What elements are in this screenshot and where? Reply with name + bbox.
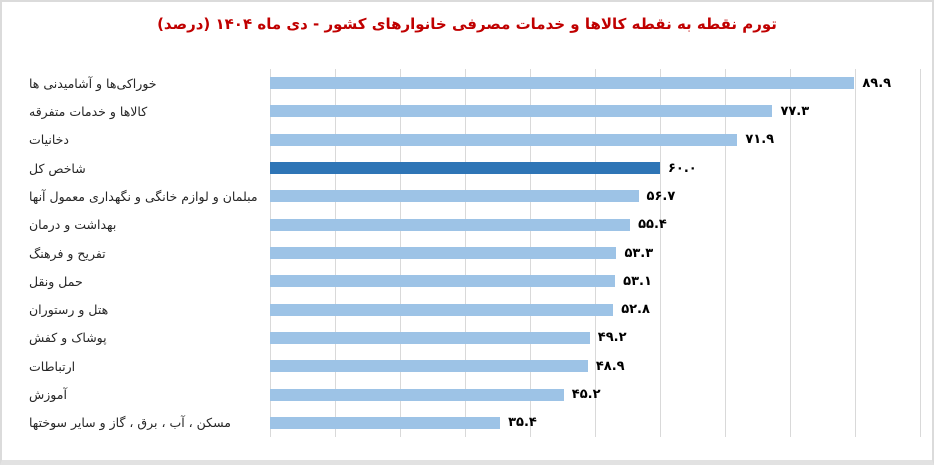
value-label: ۵۲.۸	[621, 302, 650, 318]
gridline	[724, 69, 726, 437]
value-label: ۵۵.۴	[638, 217, 667, 233]
bar	[270, 275, 616, 288]
bar-row: ۴۸.۹	[270, 352, 920, 380]
bar	[270, 190, 639, 203]
bar	[270, 303, 614, 316]
plot-area: ۸۹.۹ ۷۷.۳ ۷۱.۹ ۶۰.۰ ۵۶.۷ ۵۵.۴ ۵۳.۳ ۵۳.۱ ۵۲.۸ ۴۹.۲…	[269, 69, 921, 437]
bar-row: ۶۰.۰	[270, 154, 920, 182]
bar-rows: ۸۹.۹ ۷۷.۳ ۷۱.۹ ۶۰.۰ ۵۶.۷ ۵۵.۴ ۵۳.۳ ۵۳.۱ ۵۲.۸ ۴۹.۲…	[270, 69, 920, 437]
highlight-bar	[270, 162, 660, 175]
bar-row: ۷۱.۹	[270, 126, 920, 154]
category-label: تفریح و فرهنگ	[29, 245, 106, 261]
category-label: دخانیات	[29, 132, 69, 148]
bar	[270, 416, 501, 429]
category-label: حمل ونقل	[29, 273, 83, 289]
value-label: ۵۳.۱	[623, 273, 652, 289]
category-label: پوشاک و کفش	[29, 330, 107, 346]
chart-title: تورم نقطه به نقطه کالاها و خدمات مصرفی خ…	[157, 15, 777, 33]
bar	[270, 388, 564, 401]
bar	[270, 218, 631, 231]
bar	[270, 105, 773, 118]
value-label: ۴۹.۲	[597, 330, 627, 346]
category-label: مسکن ، آب ، برق ، گاز و سایر سوختها	[29, 415, 231, 431]
value-label: ۴۸.۹	[595, 358, 625, 374]
value-label: ۴۵.۲	[571, 387, 601, 403]
category-label: کالاها و خدمات متفرقه	[29, 103, 148, 119]
bar-row: ۵۶.۷	[270, 182, 920, 210]
bar-row: ۵۵.۴	[270, 211, 920, 239]
value-label: ۳۵.۴	[508, 415, 537, 431]
value-label: ۶۰.۰	[668, 160, 697, 176]
gridline	[854, 69, 856, 437]
gridline	[789, 69, 791, 437]
chart-body: خوراکی‌ها و آشامیدنی ها کالاها و خدمات مت…	[25, 69, 921, 437]
bar	[270, 133, 738, 146]
bar-row: ۵۳.۱	[270, 267, 920, 295]
category-label: ارتباطات	[29, 358, 76, 374]
value-label: ۵۶.۷	[646, 188, 676, 204]
category-label: مبلمان و لوازم خانگی و نگهداری معمول آنه…	[29, 188, 258, 204]
value-label: ۷۷.۳	[780, 103, 810, 119]
value-label: ۸۹.۹	[862, 75, 892, 91]
bar-row: ۸۹.۹	[270, 69, 920, 97]
category-label: بهداشت و درمان	[29, 217, 117, 233]
bar	[270, 77, 855, 90]
bar	[270, 331, 590, 344]
value-label: ۷۱.۹	[745, 132, 775, 148]
category-label: شاخص کل	[29, 160, 86, 176]
gridline	[659, 69, 661, 437]
bar-row: ۷۷.۳	[270, 97, 920, 125]
category-label: خوراکی‌ها و آشامیدنی ها	[29, 75, 157, 91]
bar-row: ۴۹.۲	[270, 324, 920, 352]
bar-row: ۴۵.۲	[270, 380, 920, 408]
bar-row: ۳۵.۴	[270, 409, 920, 437]
bar-row: ۵۳.۳	[270, 239, 920, 267]
bar-row: ۵۲.۸	[270, 296, 920, 324]
bar	[270, 247, 617, 260]
value-label: ۵۳.۳	[624, 245, 654, 261]
category-label: هتل و رستوران	[29, 302, 109, 318]
bar	[270, 360, 588, 373]
category-labels: خوراکی‌ها و آشامیدنی ها کالاها و خدمات مت…	[25, 69, 262, 437]
category-label: آموزش	[29, 387, 67, 403]
gridline	[919, 69, 921, 437]
